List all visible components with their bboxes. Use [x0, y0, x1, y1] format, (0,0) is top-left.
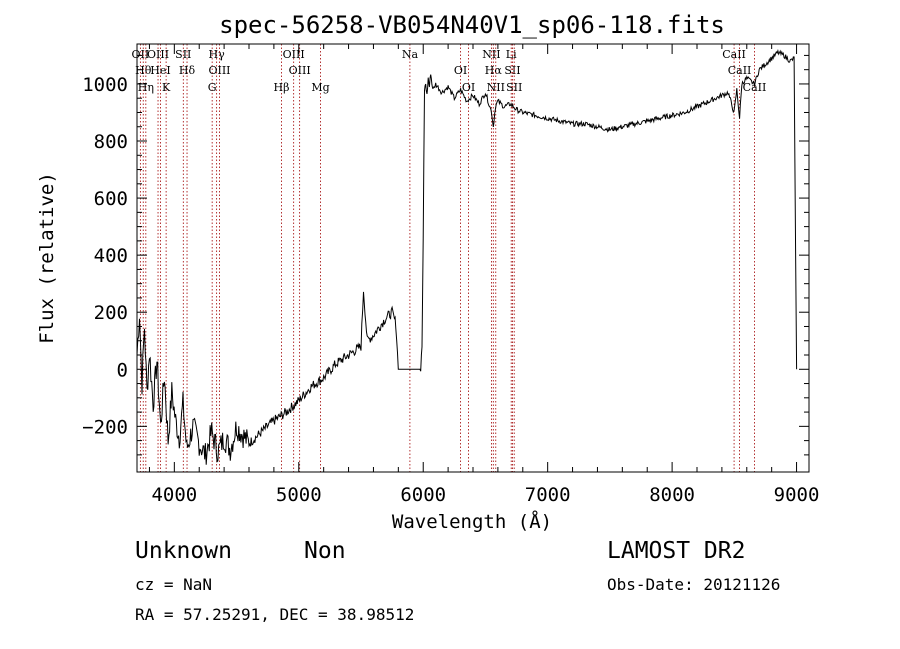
marker-label: OIII [283, 48, 305, 61]
marker-label: NII [487, 81, 505, 94]
y-axis: −200 0 200 400 600 800 1000 [82, 54, 809, 456]
y-tick-label: 1000 [82, 74, 128, 96]
marker-label: Hδ [179, 64, 196, 77]
marker-label: Hθ [135, 64, 152, 77]
marker-label: HeI [150, 64, 170, 77]
marker-label: Hγ [209, 48, 226, 61]
marker-label: Hβ [274, 81, 290, 94]
object-class: Unknown [135, 538, 232, 564]
marker-label: NII [482, 48, 500, 61]
marker-label: SII [504, 64, 520, 77]
y-tick-label: 200 [94, 302, 128, 324]
x-axis-label: Wavelength (Å) [392, 510, 552, 533]
y-tick-label: 400 [94, 245, 128, 267]
redshift-cz: cz = NaN [135, 575, 213, 594]
marker-label: CaII [728, 64, 752, 77]
marker-label: G [208, 81, 217, 94]
marker-label: Mg [311, 81, 329, 94]
x-tick-label: 5000 [276, 484, 322, 506]
marker-label: OIII [208, 64, 230, 77]
obs-date: Obs-Date: 20121126 [607, 575, 781, 594]
marker-label: CaII [743, 81, 767, 94]
x-tick-label: 6000 [400, 484, 446, 506]
object-subclass: Non [304, 538, 346, 564]
survey-name: LAMOST DR2 [607, 538, 746, 564]
flux-line [136, 49, 798, 465]
marker-label: Hα [485, 64, 503, 77]
marker-label: SII [175, 48, 191, 61]
y-axis-label: Flux (relative) [36, 172, 58, 344]
marker-label: CaII [722, 48, 746, 61]
x-axis: 4000 5000 6000 7000 8000 9000 [148, 44, 820, 506]
marker-label: OII [132, 48, 150, 61]
marker-label: Hη [138, 81, 154, 94]
marker-label: OI [462, 81, 475, 94]
marker-label: OIII [147, 48, 169, 61]
y-tick-label: 0 [117, 359, 128, 381]
y-tick-label: −200 [82, 416, 128, 438]
x-tick-label: 8000 [649, 484, 695, 506]
plot-frame [136, 43, 810, 473]
marker-label: OI [454, 64, 467, 77]
x-tick-label: 9000 [774, 484, 820, 506]
ra-dec: RA = 57.25291, DEC = 38.98512 [135, 605, 415, 624]
marker-label: OIII [289, 64, 311, 77]
x-tick-label: 7000 [525, 484, 571, 506]
marker-label: Li [506, 48, 517, 61]
y-tick-label: 800 [94, 131, 128, 153]
spectral-line-markers: OIIHθHηOIIIHeIKSIIHδGHγOIIIHβOIIIOIIIMgN… [132, 44, 767, 472]
marker-label: Na [402, 48, 419, 61]
marker-label: K [162, 81, 171, 94]
marker-label: SII [506, 81, 522, 94]
chart-title: spec-56258-VB054N40V1_sp06-118.fits [219, 11, 725, 39]
x-tick-label: 4000 [151, 484, 197, 506]
y-tick-label: 600 [94, 188, 128, 210]
